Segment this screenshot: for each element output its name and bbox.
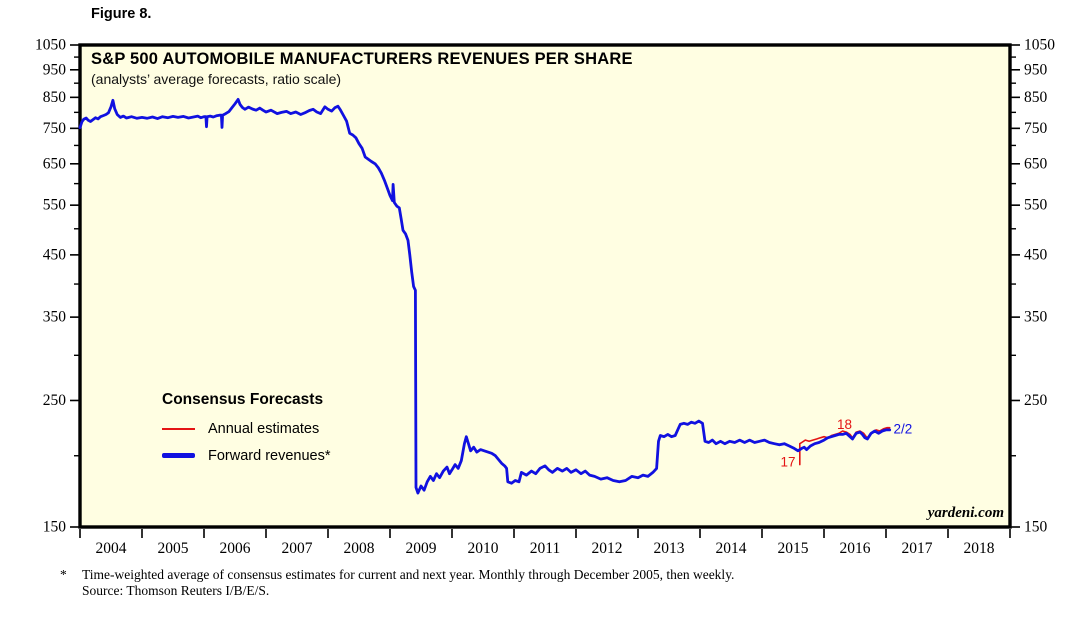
y-axis-tick-label-left: 450	[43, 246, 67, 263]
y-axis-tick-label-right: 450	[1024, 246, 1048, 263]
annotation-22: 2/2	[893, 421, 912, 436]
x-axis-year-label: 2014	[716, 540, 747, 557]
y-axis-tick-label-left: 250	[43, 392, 67, 409]
x-axis-year-label: 2005	[158, 540, 189, 557]
watermark: yardeni.com	[927, 505, 1004, 521]
y-axis-tick-label-left: 850	[43, 89, 67, 106]
footnote-line-1: Time-weighted average of consensus estim…	[82, 567, 735, 582]
forward-revenues-line-swatch	[162, 453, 195, 458]
y-axis-tick-label-left: 1050	[35, 37, 66, 54]
legend: Consensus Forecasts Annual estimates For…	[162, 391, 331, 474]
y-axis-tick-label-right: 350	[1024, 309, 1048, 326]
legend-heading: Consensus Forecasts	[162, 391, 324, 408]
y-axis-tick-label-right: 250	[1024, 392, 1048, 409]
y-axis-tick-label-right: 650	[1024, 155, 1048, 172]
y-axis-tick-label-right: 950	[1024, 61, 1048, 78]
y-axis-tick-label-right: 850	[1024, 89, 1048, 106]
y-axis-tick-label-left: 150	[43, 519, 67, 536]
annotation-18: 18	[837, 417, 852, 432]
x-axis-year-label: 2008	[344, 540, 375, 557]
annual-estimates-line-swatch	[162, 427, 195, 430]
footnote-line-2: Source: Thomson Reuters I/B/E/S.	[82, 583, 270, 598]
legend-item-forward-revenues: Forward revenues*	[162, 447, 331, 464]
y-axis-tick-label-right: 150	[1024, 519, 1048, 536]
x-axis-year-label: 2017	[902, 540, 933, 557]
x-axis-year-label: 2010	[468, 540, 499, 557]
footnote: * Time-weighted average of consensus est…	[60, 567, 734, 599]
y-axis-tick-label-left: 750	[43, 120, 67, 137]
x-axis-year-label: 2006	[220, 540, 251, 557]
plot-frame	[78, 43, 1012, 529]
x-axis-year-label: 2018	[964, 540, 995, 557]
footnote-marker: *	[60, 567, 67, 582]
chart-canvas: 150 150 250 250 350 350 450 450 550 550 650 650 750 7…	[35, 37, 1055, 558]
x-axis-year-label: 2013	[654, 540, 685, 557]
y-axis-tick-label-right: 550	[1024, 197, 1048, 214]
y-axis-tick-label-left: 550	[43, 197, 67, 214]
legend-item-annual-estimates: Annual estimates	[162, 420, 331, 437]
y-axis-tick-label-left: 350	[43, 309, 67, 326]
footnote-text: Time-weighted average of consensus estim…	[82, 567, 734, 599]
annotation-17: 17	[781, 455, 796, 470]
series-forward-revenues	[78, 98, 892, 495]
legend-item-label: Annual estimates	[208, 420, 320, 437]
x-axis-year-label: 2011	[530, 540, 560, 557]
x-axis-year-label: 2015	[778, 540, 809, 557]
legend-item-label: Forward revenues*	[208, 447, 331, 464]
chart-subtitle: (analysts’ average forecasts, ratio scal…	[91, 71, 342, 87]
figure-label: Figure 8.	[91, 6, 152, 22]
y-axis-tick-label-right: 1050	[1024, 37, 1055, 54]
y-axis-tick-label-left: 650	[43, 155, 67, 172]
x-axis-year-label: 2016	[840, 540, 871, 557]
x-axis-year-label: 2012	[592, 540, 623, 557]
chart-title: S&P 500 AUTOMOBILE MANUFACTURERS REVENUE…	[91, 50, 633, 68]
y-axis-tick-label-right: 750	[1024, 120, 1048, 137]
x-axis-year-label: 2009	[406, 540, 437, 557]
x-axis-year-label: 2007	[282, 540, 313, 557]
x-axis-year-label: 2004	[96, 540, 127, 557]
y-axis-tick-label-left: 950	[43, 61, 67, 78]
